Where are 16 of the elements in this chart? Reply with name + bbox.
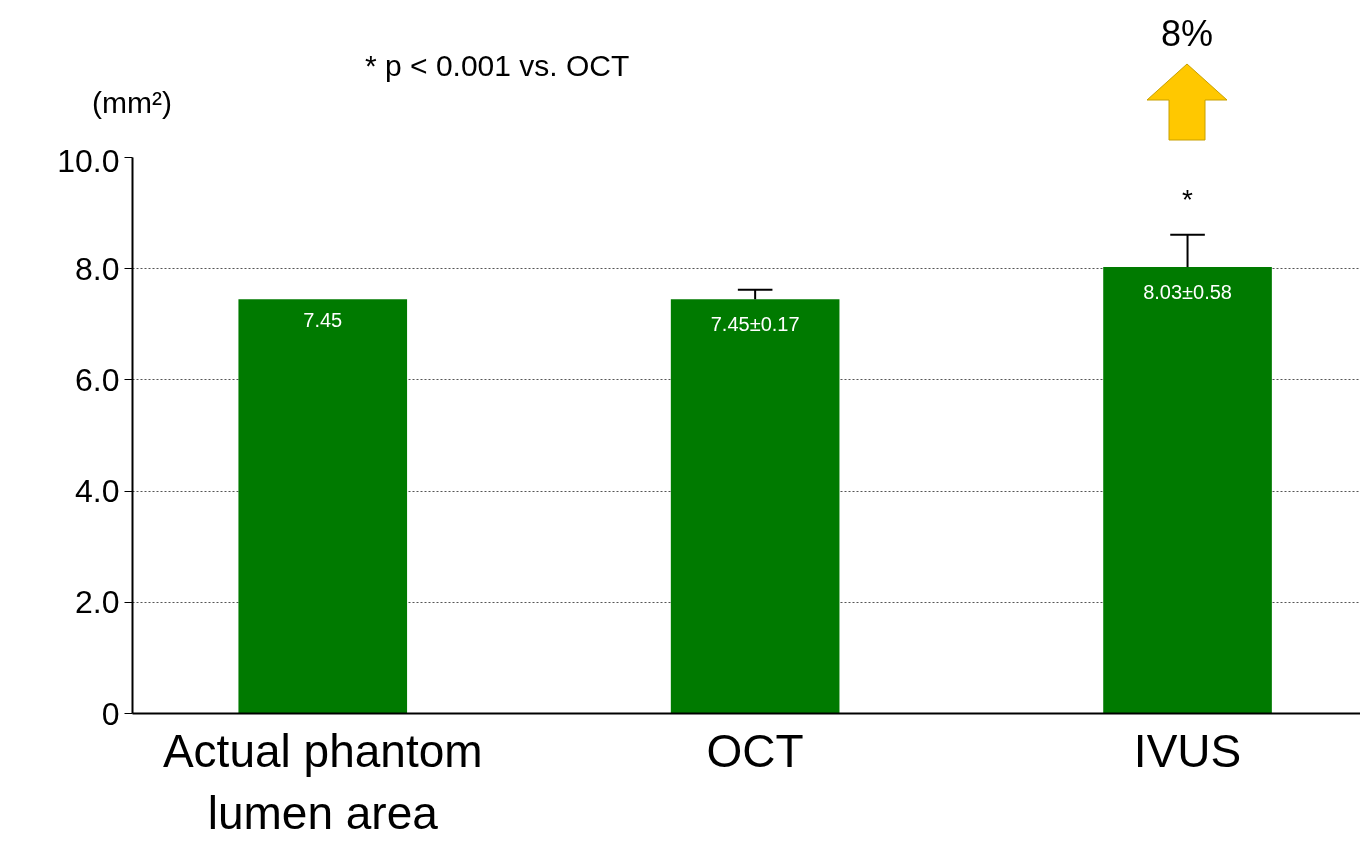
x-tick-label: OCT <box>706 724 804 777</box>
x-tick-label: Actual phantom lumen area <box>162 724 483 839</box>
y-tick-label: 4.0 <box>75 473 120 510</box>
data-label: 7.45 <box>303 309 343 332</box>
text: 8% <box>1160 12 1214 56</box>
y-tick-label: 2.0 <box>75 584 120 621</box>
y-tick-label: 0 <box>101 695 120 732</box>
annotation: * <box>1182 184 1194 216</box>
text: * p < 0.001 vs. OCT <box>365 48 630 84</box>
data-label: 7.45±0.17 <box>710 313 800 336</box>
y-axis-title: (mm²) <box>92 85 172 121</box>
data-label: 8.03±0.58 <box>1143 280 1232 303</box>
y-tick-label: 6.0 <box>75 361 120 398</box>
x-tick-label: IVUS <box>1133 724 1242 777</box>
y-tick-label: 10.0 <box>57 142 120 179</box>
y-tick-label: 8.0 <box>75 250 120 287</box>
